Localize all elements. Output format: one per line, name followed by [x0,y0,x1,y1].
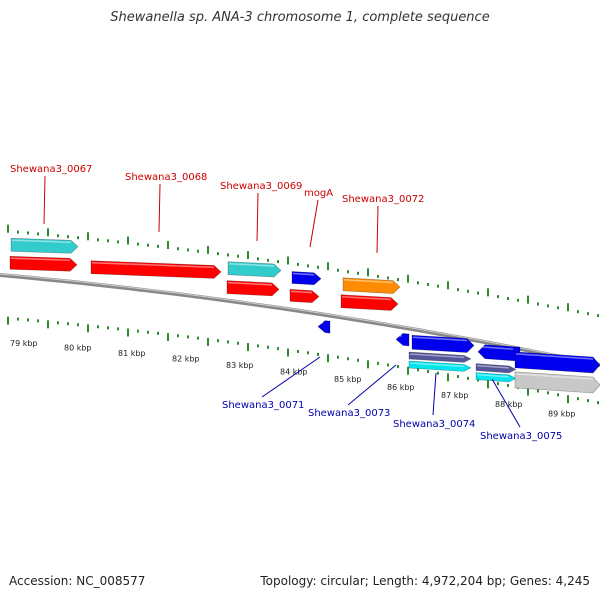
gene-arrow [10,237,79,254]
leader-line [256,192,259,242]
scale-label: 89 kbp [548,409,576,418]
cds-arrow [291,271,322,286]
leader-line [261,356,321,398]
cds-arrow [289,289,320,303]
cds-arrow [340,294,399,311]
cds-arrow [90,260,222,279]
leader-line [43,175,46,225]
forward-feature-label: mogA [304,188,333,199]
gene-bar-shine [515,373,594,380]
label-layer: Shewana3_0067 Shewana3_0068 Shewana3_0069m… [10,164,562,442]
scale-label: 88 kbp [495,400,523,409]
cds-arrow-shine [290,290,313,294]
feature-layer [9,237,600,394]
cds-arrow [9,255,78,272]
scale-label: 86 kbp [387,383,415,392]
leader-line [309,199,319,248]
scale-label: 80 kbp [64,344,92,353]
cds-arrow-shine [292,272,315,276]
gene-bar [514,371,600,394]
accession-text: Accession: NC_008577 [9,574,146,588]
cds-arrow-shine [412,336,468,342]
cds-arrow [317,320,331,334]
cds-arrow [395,333,410,347]
gene-arrow-shine [228,262,275,267]
forward-feature-label: Shewana3_0068 [125,172,207,183]
leader-line [347,364,397,406]
gene-bar [408,351,472,363]
cds-arrow-shine [478,346,514,350]
gene-arrow [227,261,282,278]
scale-label: 87 kbp [441,391,469,400]
gene-bar [475,372,517,383]
reverse-feature-label: Shewana3_0071 [222,400,304,411]
cds-arrow [477,344,521,362]
cds-arrow [342,277,401,294]
cds-arrow [411,334,475,353]
backbone [0,273,600,367]
leader-line [376,205,379,254]
scale-label: 83 kbp [226,361,254,370]
backbone-highlight [0,273,600,365]
cds-arrow-shine [341,295,392,301]
scale-label: 84 kbp [280,368,308,377]
gene-bar [475,363,517,374]
forward-feature-label: Shewana3_0069 [220,181,302,192]
forward-feature-label: Shewana3_0072 [342,194,424,205]
gene-bar-shine [476,364,510,369]
lower-tick-track: 79 kbp 80 kbp 81 kbp 82 kbp 83 kbp 84 kbp 85 k… [7,316,599,418]
reverse-feature-label: Shewana3_0074 [393,419,475,430]
cds-arrow [514,351,600,374]
scale-label: 81 kbp [118,349,146,358]
cds-arrow-shine [515,353,594,360]
topology-summary: Topology: circular; Length: 4,972,204 bp… [260,574,590,588]
cds-arrow-shine [396,334,403,337]
cds-arrow-shine [10,257,71,262]
cds-arrow [226,280,280,297]
cds-arrow-shine [318,321,324,324]
upper-tick-track [7,224,599,318]
leader-line [158,183,161,233]
reverse-feature-label: Shewana3_0075 [480,431,562,442]
cds-arrow-shine [343,279,394,284]
gene-bar-shine [476,373,510,378]
gene-bar [408,360,472,372]
backbone-line [0,273,600,367]
forward-feature-label: Shewana3_0067 [10,164,92,175]
gene-bar-shine [409,353,465,359]
gene-arrow-shine [11,239,72,244]
leader-line [432,372,437,416]
scale-label: 85 kbp [334,375,362,384]
gene-bar-shine [409,362,465,368]
map-title: Shewanella sp. ANA-3 chromosome 1, compl… [110,10,490,25]
scale-label: 79 kbp [10,339,38,348]
cds-arrow-shine [227,281,273,286]
scale-label: 82 kbp [172,355,200,364]
leader-line [491,378,521,428]
cds-arrow-shine [91,261,215,269]
reverse-feature-label: Shewana3_0073 [308,408,390,419]
